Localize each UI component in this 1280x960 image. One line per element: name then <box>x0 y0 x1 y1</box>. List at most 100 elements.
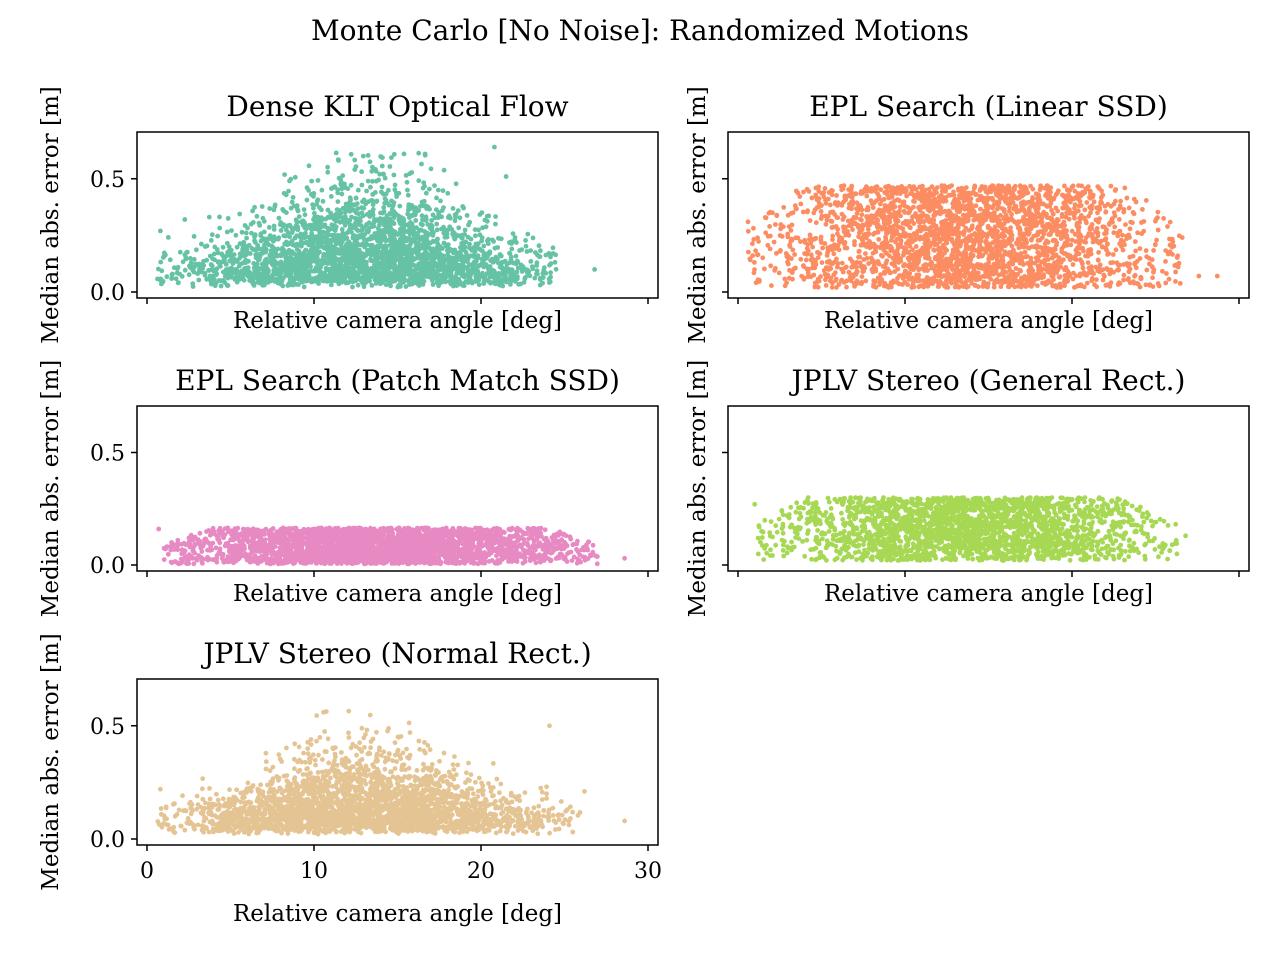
data-point <box>393 252 398 258</box>
data-point <box>329 233 335 238</box>
data-point <box>347 195 353 201</box>
data-point <box>832 200 838 205</box>
data-point <box>281 233 287 239</box>
data-point <box>513 261 519 267</box>
data-point <box>379 189 384 195</box>
data-point <box>424 238 430 244</box>
data-point <box>311 205 316 211</box>
data-point <box>340 173 346 179</box>
data-point <box>361 205 367 211</box>
data-point <box>176 280 181 285</box>
data-point <box>294 219 300 225</box>
data-point <box>1025 245 1031 251</box>
data-point <box>992 238 998 244</box>
data-point <box>457 215 463 221</box>
data-point <box>234 279 240 285</box>
data-point <box>455 277 461 283</box>
data-point <box>429 218 434 223</box>
data-point <box>253 265 258 271</box>
data-point <box>345 230 350 236</box>
data-point <box>1052 246 1058 252</box>
data-point <box>865 216 871 222</box>
data-point <box>342 273 348 278</box>
data-point <box>314 198 320 204</box>
data-point <box>167 257 173 263</box>
data-point <box>308 240 313 246</box>
data-point <box>472 249 478 255</box>
data-point <box>994 277 1000 282</box>
data-point <box>878 187 884 193</box>
data-point <box>946 208 952 214</box>
data-point <box>218 283 224 289</box>
data-point <box>211 251 217 257</box>
data-point <box>969 226 974 232</box>
data-point <box>256 220 262 226</box>
data-point <box>352 157 358 163</box>
data-point <box>174 266 180 272</box>
data-point <box>833 224 839 229</box>
data-point <box>1119 244 1124 249</box>
data-point <box>406 268 412 274</box>
data-point <box>496 275 502 281</box>
data-point <box>377 272 383 278</box>
data-point <box>161 250 167 256</box>
data-point <box>367 268 372 274</box>
data-point <box>547 262 552 268</box>
data-point <box>811 210 817 216</box>
data-point <box>482 276 487 282</box>
data-point <box>930 281 935 287</box>
data-point <box>381 216 387 222</box>
data-point <box>328 238 334 244</box>
data-point <box>1009 212 1014 217</box>
data-point <box>382 247 388 253</box>
data-point <box>403 173 409 178</box>
data-point <box>265 267 271 273</box>
data-point <box>281 275 286 281</box>
data-point <box>220 244 226 250</box>
data-point <box>486 269 492 274</box>
data-point <box>258 233 264 238</box>
data-point <box>431 230 436 235</box>
data-point <box>278 228 284 233</box>
data-point <box>220 278 226 283</box>
data-point <box>745 228 751 234</box>
data-point <box>1077 215 1082 221</box>
data-point <box>1095 230 1101 236</box>
data-point <box>492 144 497 150</box>
data-point <box>1016 245 1022 251</box>
data-point <box>1155 227 1161 233</box>
data-point <box>987 185 993 190</box>
data-point <box>459 257 464 263</box>
data-point <box>341 246 347 251</box>
data-point <box>309 259 314 264</box>
data-point <box>414 225 419 231</box>
data-point <box>456 225 462 231</box>
data-point <box>408 239 414 245</box>
data-point <box>880 264 886 269</box>
data-point <box>936 284 942 289</box>
data-point <box>417 237 422 243</box>
data-point <box>452 256 457 261</box>
data-point <box>355 235 361 241</box>
data-point <box>397 203 403 209</box>
data-point <box>191 269 197 275</box>
data-point <box>416 150 422 156</box>
data-point <box>334 258 340 263</box>
data-point <box>1088 231 1093 236</box>
data-point <box>804 246 810 251</box>
data-point <box>208 238 214 243</box>
data-point <box>306 163 312 169</box>
data-point <box>1073 195 1079 200</box>
data-point <box>447 268 452 274</box>
data-point <box>807 232 813 238</box>
data-point <box>258 238 264 244</box>
data-point <box>1143 248 1149 254</box>
data-point <box>199 241 204 247</box>
data-point <box>405 192 411 198</box>
data-point <box>229 265 234 271</box>
data-point <box>404 236 410 241</box>
data-point <box>271 207 277 213</box>
data-point <box>391 257 397 262</box>
data-point <box>337 236 343 241</box>
data-point <box>309 192 314 197</box>
